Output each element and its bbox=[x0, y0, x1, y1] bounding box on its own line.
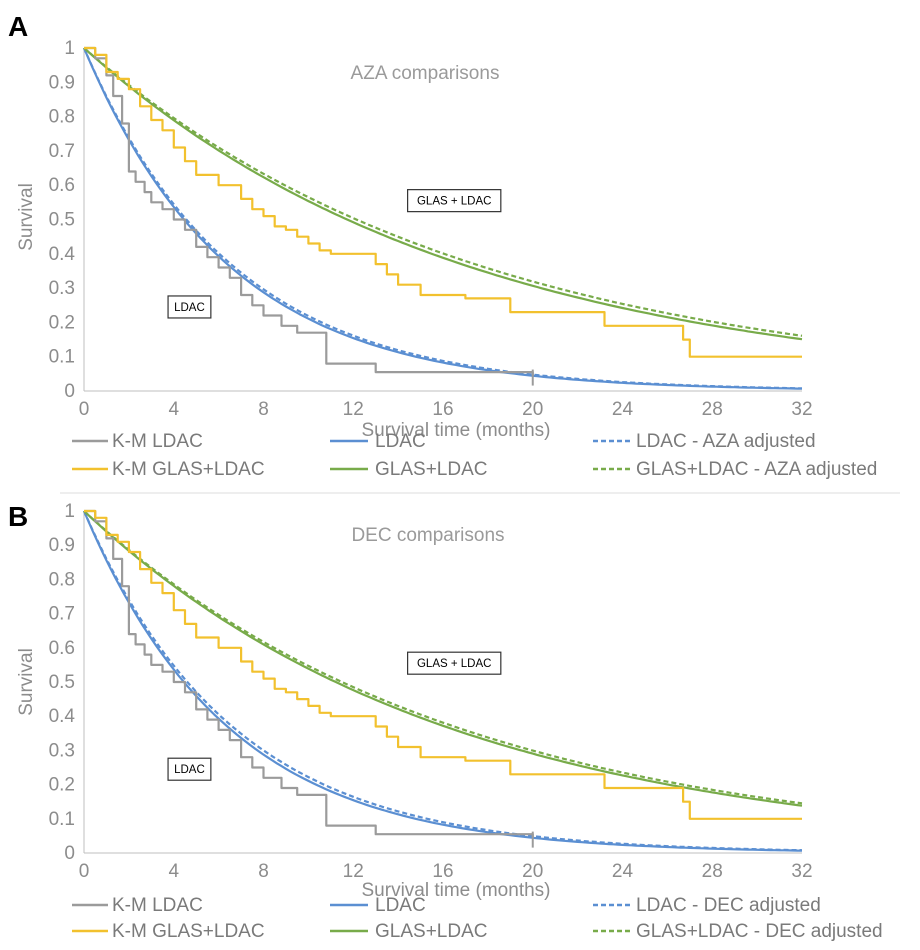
x-axis-title: Survival time (months) bbox=[362, 880, 551, 901]
panel-letter: B bbox=[8, 501, 28, 532]
plot-area: 0 0.1 0.2 0.3 0.4 0.5 0.6 0.7 0.8 0.9 1 0 4 8 12 16 20 24… bbox=[49, 501, 813, 882]
y-tick-label: 0.8 bbox=[49, 569, 75, 590]
y-tick-label: 0 bbox=[64, 843, 75, 864]
panel-b: B DEC comparisons Survival Survival time… bbox=[8, 501, 883, 942]
y-tick-label: 0.7 bbox=[49, 604, 75, 625]
y-tick-label: 0.4 bbox=[49, 706, 76, 727]
series-line-ldac bbox=[82, 47, 802, 390]
series-line-ldac-dec-adjusted bbox=[82, 510, 803, 852]
legend-label: LDAC bbox=[375, 895, 426, 916]
annotation-label: GLAS + LDAC bbox=[417, 658, 491, 670]
chart-title: AZA comparisons bbox=[351, 63, 500, 84]
legend-label: LDAC bbox=[375, 431, 426, 452]
y-tick-label: 0.2 bbox=[49, 775, 75, 796]
legend-label: K-M GLAS+LDAC bbox=[112, 459, 265, 480]
y-tick-label: 0.6 bbox=[49, 638, 75, 659]
y-axis-title: Survival bbox=[16, 183, 37, 251]
series-line-k-m-glas-ldac bbox=[84, 46, 802, 358]
legend-label: GLAS+LDAC - AZA adjusted bbox=[636, 459, 877, 480]
x-tick-label: 16 bbox=[432, 399, 453, 420]
legend-label: K-M LDAC bbox=[112, 431, 203, 452]
y-tick-label: 0.5 bbox=[49, 210, 75, 231]
annotation-box bbox=[167, 757, 212, 781]
y-tick-label: 0.5 bbox=[49, 672, 75, 693]
y-tick-label: 0.4 bbox=[49, 244, 76, 265]
legend-label: GLAS+LDAC bbox=[375, 921, 487, 942]
x-tick-label: 32 bbox=[791, 861, 812, 882]
plot-area: 0 0.1 0.2 0.3 0.4 0.5 0.6 0.7 0.8 0.9 1 0 4 8 12 16 20 24… bbox=[49, 38, 813, 420]
x-tick-label: 4 bbox=[168, 861, 179, 882]
x-tick-label: 0 bbox=[79, 399, 90, 420]
y-tick-label: 0.3 bbox=[49, 278, 75, 299]
x-tick-label: 24 bbox=[612, 399, 634, 420]
y-tick-label: 0.1 bbox=[49, 347, 75, 368]
series-line-k-m-ldac bbox=[84, 46, 534, 376]
legend-label: GLAS+LDAC bbox=[375, 459, 487, 480]
annotation-box bbox=[407, 651, 502, 675]
x-tick-label: 4 bbox=[168, 399, 179, 420]
x-tick-label: 28 bbox=[702, 861, 723, 882]
y-tick-label: 1 bbox=[64, 38, 75, 59]
legend: K-M LDAC LDAC LDAC - DEC adjusted K-M GLAS+… bbox=[72, 895, 883, 942]
y-tick-label: 1 bbox=[64, 501, 75, 522]
panel-a: A AZA comparisons Survival Survival time… bbox=[8, 11, 877, 480]
annotation-box bbox=[167, 295, 212, 319]
series-line-glas-ldac-dec-adjusted bbox=[83, 510, 803, 805]
series-line-k-m-glas-ldac bbox=[84, 509, 802, 820]
series-line-k-m-ldac bbox=[84, 509, 534, 838]
y-axis-title: Survival bbox=[16, 648, 37, 716]
legend-label: GLAS+LDAC - DEC adjusted bbox=[636, 921, 883, 942]
y-tick-label: 0.1 bbox=[49, 809, 75, 830]
legend-label: LDAC - DEC adjusted bbox=[636, 895, 821, 916]
annotation-label: LDAC bbox=[174, 302, 205, 314]
y-tick-label: 0.3 bbox=[49, 740, 75, 761]
y-tick-label: 0.9 bbox=[49, 72, 75, 93]
chart-title: DEC comparisons bbox=[351, 525, 504, 546]
annotation-label: GLAS + LDAC bbox=[417, 196, 491, 208]
x-tick-label: 24 bbox=[612, 861, 634, 882]
panel-letter: A bbox=[8, 11, 28, 42]
series-line-ldac bbox=[82, 510, 803, 852]
legend-label: K-M GLAS+LDAC bbox=[112, 921, 265, 942]
x-tick-label: 12 bbox=[343, 861, 364, 882]
x-tick-label: 0 bbox=[79, 861, 90, 882]
annotation-label: LDAC bbox=[174, 764, 205, 776]
x-tick-label: 32 bbox=[791, 399, 812, 420]
y-tick-label: 0.2 bbox=[49, 312, 75, 333]
series-line-glas-ldac bbox=[83, 47, 803, 341]
y-tick-label: 0.6 bbox=[49, 175, 75, 196]
legend-label: LDAC - AZA adjusted bbox=[636, 431, 816, 452]
x-tick-label: 12 bbox=[343, 399, 364, 420]
x-axis-title: Survival time (months) bbox=[362, 420, 551, 441]
y-tick-label: 0.8 bbox=[49, 107, 75, 128]
y-tick-label: 0.7 bbox=[49, 141, 75, 162]
x-tick-label: 20 bbox=[522, 399, 543, 420]
y-tick-label: 0 bbox=[64, 381, 75, 402]
y-tick-label: 0.9 bbox=[49, 535, 75, 556]
x-tick-label: 28 bbox=[702, 399, 723, 420]
x-tick-label: 20 bbox=[522, 861, 543, 882]
x-tick-label: 16 bbox=[432, 861, 453, 882]
annotation-box bbox=[407, 189, 502, 213]
legend: K-M LDAC LDAC LDAC - AZA adjusted K-M GLAS+… bbox=[72, 431, 877, 480]
series-line-ldac-aza-adjusted bbox=[82, 47, 803, 390]
x-tick-label: 8 bbox=[258, 861, 269, 882]
x-tick-label: 8 bbox=[258, 399, 269, 420]
legend-label: K-M LDAC bbox=[112, 895, 203, 916]
series-line-glas-ldac-aza-adjusted bbox=[83, 47, 803, 337]
